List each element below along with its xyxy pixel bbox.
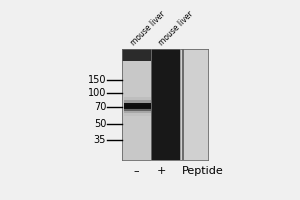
Bar	[124, 108, 151, 111]
Bar	[124, 105, 151, 108]
Bar	[122, 49, 152, 160]
Text: mouse liver: mouse liver	[157, 9, 195, 47]
Bar	[124, 103, 151, 105]
Bar	[124, 97, 151, 100]
Bar	[152, 49, 181, 160]
Bar	[124, 113, 151, 116]
Text: mouse liver: mouse liver	[129, 9, 167, 47]
Bar	[182, 49, 184, 160]
Text: 70: 70	[94, 102, 106, 112]
Text: 150: 150	[88, 75, 106, 85]
Bar	[124, 111, 151, 113]
Bar	[181, 49, 208, 160]
Text: +: +	[157, 166, 167, 176]
Bar	[124, 103, 151, 109]
Text: 50: 50	[94, 119, 106, 129]
Text: Peptide: Peptide	[182, 166, 224, 176]
Bar	[124, 100, 151, 103]
Text: –: –	[134, 166, 139, 176]
Text: 100: 100	[88, 88, 106, 98]
Text: 35: 35	[94, 135, 106, 145]
Bar	[122, 49, 152, 61]
